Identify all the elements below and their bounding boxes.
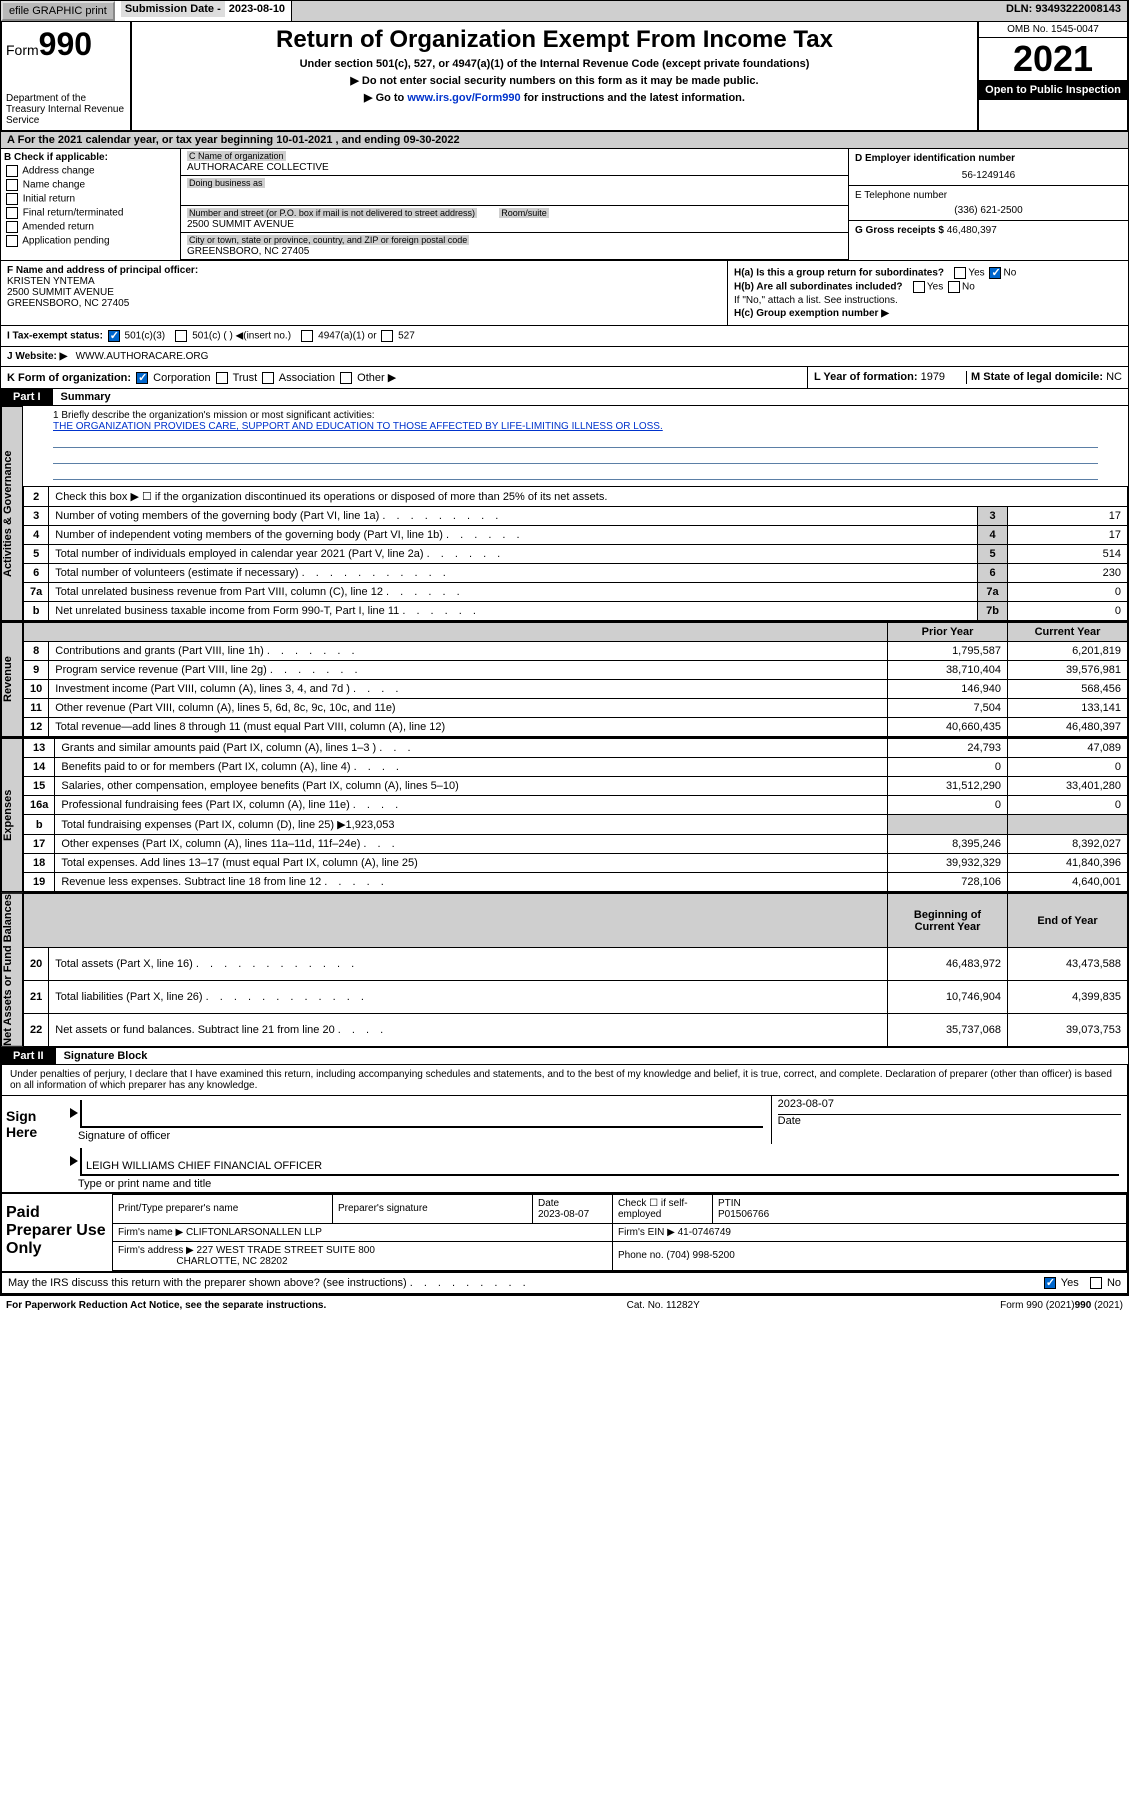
period-row: A For the 2021 calendar year, or tax yea… — [0, 132, 1129, 149]
final-return-check[interactable]: Final return/terminated — [4, 207, 177, 219]
discuss-row: May the IRS discuss this return with the… — [0, 1273, 1129, 1295]
ptin: P01506766 — [718, 1209, 769, 1220]
org-corp-check[interactable] — [136, 372, 148, 384]
form-org-row: K Form of organization: Corporation Trus… — [1, 367, 808, 388]
officer-addr2: GREENSBORO, NC 27405 — [7, 298, 129, 309]
vtab-expenses: Expenses — [1, 738, 23, 892]
val-6: 230 — [1008, 564, 1128, 583]
hb-note: If "No," attach a list. See instructions… — [734, 295, 1122, 306]
paid-preparer-label: Paid Preparer Use Only — [2, 1194, 112, 1271]
topbar: efile GRAPHIC print Submission Date -202… — [0, 0, 1129, 22]
vtab-governance: Activities & Governance — [1, 406, 23, 621]
part2-label: Part II — [1, 1048, 56, 1064]
mission-text: THE ORGANIZATION PROVIDES CARE, SUPPORT … — [53, 421, 1098, 432]
form-subtitle: Under section 501(c), 527, or 4947(a)(1)… — [136, 58, 973, 70]
val-4: 17 — [1008, 526, 1128, 545]
val-5: 514 — [1008, 545, 1128, 564]
form-label: Form990 — [6, 26, 126, 63]
part1-title: Summary — [53, 389, 119, 405]
name-change-check[interactable]: Name change — [4, 179, 177, 191]
tax-year: 2021 — [979, 38, 1127, 80]
instruct-1: ▶ Do not enter social security numbers o… — [136, 74, 973, 87]
initial-return-check[interactable]: Initial return — [4, 193, 177, 205]
tax-status-row: I Tax-exempt status: 501(c)(3) 501(c) ( … — [0, 326, 1129, 347]
firm-ein: 41-0746749 — [678, 1227, 731, 1238]
website-row: J Website: ▶ WWW.AUTHORACARE.ORG — [0, 347, 1129, 367]
ein: 56-1249146 — [855, 170, 1122, 181]
officer-addr1: 2500 SUMMIT AVENUE — [7, 287, 114, 298]
state-domicile: NC — [1106, 371, 1122, 383]
val-7b: 0 — [1008, 602, 1128, 621]
org-address: 2500 SUMMIT AVENUE — [187, 219, 294, 230]
dln: DLN: 93493222008143 — [1000, 1, 1128, 21]
year-formation: 1979 — [921, 371, 945, 383]
gross-receipts: 46,480,397 — [947, 225, 997, 236]
val-3: 17 — [1008, 507, 1128, 526]
submission-date: Submission Date -2023-08-10 — [115, 1, 292, 21]
prep-phone: (704) 998-5200 — [666, 1250, 734, 1261]
sig-date: 2023-08-07 — [778, 1098, 1121, 1110]
ha-no-check[interactable] — [989, 267, 1001, 279]
form-title: Return of Organization Exempt From Incom… — [136, 26, 973, 54]
org-name: AUTHORACARE COLLECTIVE — [187, 162, 329, 173]
vtab-revenue: Revenue — [1, 622, 23, 737]
dept-label: Department of the Treasury Internal Reve… — [6, 93, 126, 126]
sig-name-title: LEIGH WILLIAMS CHIEF FINANCIAL OFFICER — [86, 1160, 322, 1172]
footer: For Paperwork Reduction Act Notice, see … — [0, 1295, 1129, 1315]
val-7a: 0 — [1008, 583, 1128, 602]
irs-link[interactable]: www.irs.gov/Form990 — [407, 92, 520, 104]
firm-name: CLIFTONLARSONALLEN LLP — [186, 1227, 322, 1238]
firm-addr1: 227 WEST TRADE STREET SUITE 800 — [197, 1245, 375, 1256]
discuss-yes[interactable] — [1044, 1277, 1056, 1289]
sig-declaration: Under penalties of perjury, I declare th… — [2, 1065, 1127, 1095]
subordinates-q: H(b) Are all subordinates included? Yes … — [734, 281, 1122, 293]
instruct-2: ▶ Go to www.irs.gov/Form990 for instruct… — [136, 91, 973, 104]
open-public-label: Open to Public Inspection — [979, 80, 1127, 100]
part2-title: Signature Block — [56, 1048, 156, 1064]
addr-change-check[interactable]: Address change — [4, 165, 177, 177]
group-return-q: H(a) Is this a group return for subordin… — [734, 267, 1122, 279]
amended-return-check[interactable]: Amended return — [4, 221, 177, 233]
sign-here-label: Sign Here — [2, 1096, 72, 1192]
firm-addr2: CHARLOTTE, NC 28202 — [176, 1256, 287, 1267]
vtab-net: Net Assets or Fund Balances — [1, 893, 23, 1047]
group-exemption: H(c) Group exemption number ▶ — [734, 308, 1122, 319]
website-url[interactable]: WWW.AUTHORACARE.ORG — [76, 351, 209, 362]
org-city: GREENSBORO, NC 27405 — [187, 246, 309, 257]
status-501c3[interactable] — [108, 330, 120, 342]
phone: (336) 621-2500 — [855, 205, 1122, 216]
omb-number: OMB No. 1545-0047 — [979, 22, 1127, 38]
efile-print-button[interactable]: efile GRAPHIC print — [1, 1, 115, 21]
app-pending-check[interactable]: Application pending — [4, 235, 177, 247]
mission-q: 1 Briefly describe the organization's mi… — [53, 410, 1098, 421]
form-header: Form990 Department of the Treasury Inter… — [0, 22, 1129, 132]
officer-name: KRISTEN YNTEMA — [7, 276, 95, 287]
check-col-b: B Check if applicable: Address change Na… — [1, 149, 181, 260]
prep-date: 2023-08-07 — [538, 1209, 589, 1220]
part1-label: Part I — [1, 389, 53, 405]
